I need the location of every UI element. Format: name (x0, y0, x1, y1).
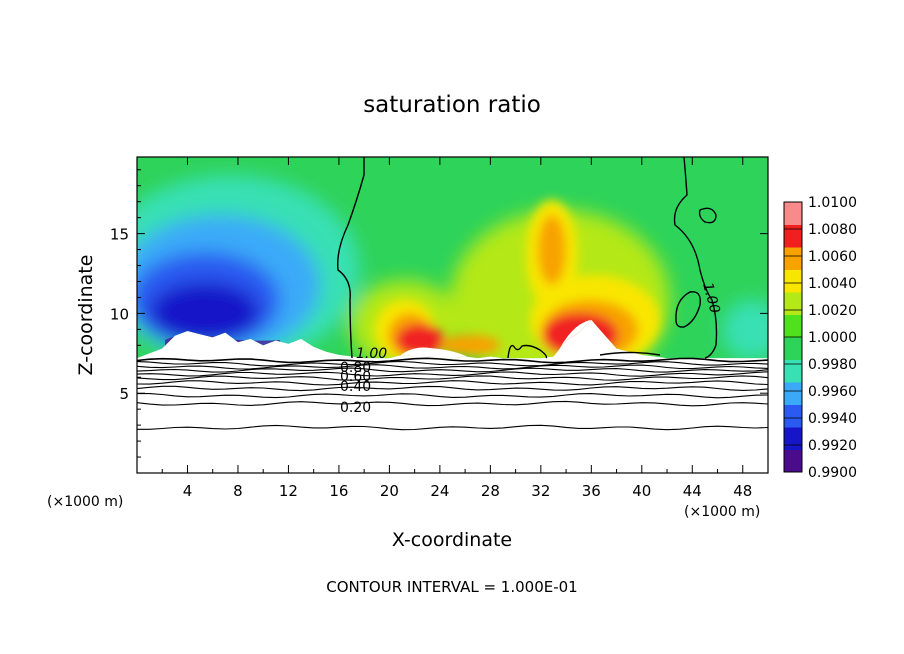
contour-line (137, 364, 768, 370)
chart-title: saturation ratio (363, 92, 541, 118)
x-axis: 4 8 12 16 20 24 28 32 36 40 44 48 (161, 157, 752, 500)
x-tick-label: 40 (632, 482, 651, 500)
contour-line (137, 367, 768, 373)
colorbar-segment (784, 449, 802, 473)
colorbar-label: 0.9940 (808, 411, 857, 427)
unity-contour-mid (507, 344, 548, 359)
contour-label-1-00-right: 1.00 (699, 281, 723, 315)
contour-interval-note: CONTOUR INTERVAL = 1.000E-01 (326, 578, 577, 596)
contour-label-1-00-left: 1.00 (356, 346, 387, 362)
colorbar-label: 0.9960 (808, 384, 857, 400)
colorbar-segment (784, 337, 802, 360)
x-tick-label: 36 (582, 482, 601, 500)
colorbar-label: 0.9920 (808, 438, 857, 454)
field-right-cyan (722, 300, 768, 359)
colorbar-label: 1.0040 (808, 276, 857, 292)
contour-label-0-40: 0.40 (340, 379, 371, 395)
colorbar-label: 0.9980 (808, 357, 857, 373)
colorbar: 0.9900 0.9920 0.9940 0.9960 0.9980 1.0000 1.00… (783, 195, 857, 481)
field-plume-orange (538, 215, 566, 285)
contour-label-0-80: 0.80 (340, 360, 371, 376)
y-tick-label: 10 (110, 305, 129, 323)
x-tick-label: 12 (279, 482, 298, 500)
field-left-red (396, 324, 444, 356)
x-tick-label: 20 (380, 482, 399, 500)
colorbar-segment (784, 292, 802, 315)
colorbar-segment (784, 314, 802, 338)
contour-labels: 1.00 1.00 0.80 0.60 0.40 0.20 (340, 281, 723, 416)
contour-line (137, 371, 768, 377)
x-tick-label: 48 (733, 482, 752, 500)
x-tick-label: 16 (329, 482, 348, 500)
x-tick-label: 8 (233, 482, 243, 500)
contour-line (137, 375, 768, 381)
colorbar-label: 1.0060 (808, 249, 857, 265)
unity-contour-left (337, 157, 365, 359)
unity-contour-island-upper (698, 207, 717, 224)
colorbar-label: 1.0000 (808, 330, 857, 346)
y-tick-label: 15 (110, 226, 129, 244)
contour-line (137, 357, 768, 364)
x-tick-label: 24 (430, 482, 449, 500)
x-tick-label: 28 (481, 482, 500, 500)
y-axis-label: Z-coordinate (75, 255, 97, 376)
colorbar-segment (784, 359, 802, 383)
colorbar-segment (784, 202, 802, 225)
x-tick-label: 4 (183, 482, 193, 500)
unity-contour-island-lower (675, 291, 701, 328)
field-saturated-left (395, 347, 470, 359)
x-axis-unit-right: (×1000 m) (684, 504, 760, 520)
colorbar-label: 1.0080 (808, 222, 857, 238)
contour-line (137, 380, 768, 386)
unity-contours (337, 157, 718, 359)
colorbar-segment (784, 224, 802, 248)
contour-line (137, 385, 768, 392)
y-tick-label: 5 (119, 385, 129, 403)
x-tick-label: 32 (531, 482, 550, 500)
contour-line (137, 393, 768, 399)
colorbar-label: 0.9900 (808, 465, 857, 481)
x-axis-label: X-coordinate (392, 529, 512, 551)
colorbar-segment (784, 269, 802, 293)
field-mid-orange (440, 335, 500, 355)
colorbar-label: 1.0020 (808, 303, 857, 319)
contour-line (137, 424, 768, 431)
colorbar-segment (784, 404, 802, 428)
x-axis-unit-left: (×1000 m) (47, 494, 123, 510)
contour-line (137, 400, 768, 407)
contour-label-0-20: 0.20 (340, 400, 371, 416)
plot-area (137, 157, 768, 473)
field-darkblue-region (150, 282, 260, 342)
contour-lines (137, 357, 768, 431)
x-tick-label: 44 (683, 482, 702, 500)
colorbar-label: 1.0100 (808, 195, 857, 211)
contour-line (137, 360, 768, 367)
contour-label-0-60: 0.60 (340, 369, 371, 385)
unity-contour-right (673, 157, 718, 359)
colorbar-segment (784, 247, 802, 270)
unity-contour-bump (599, 351, 661, 356)
y-axis: 5 10 15 (110, 169, 768, 458)
colorbar-segment (784, 382, 802, 405)
plot-frame (136, 156, 769, 474)
colorbar-segment (784, 427, 802, 450)
